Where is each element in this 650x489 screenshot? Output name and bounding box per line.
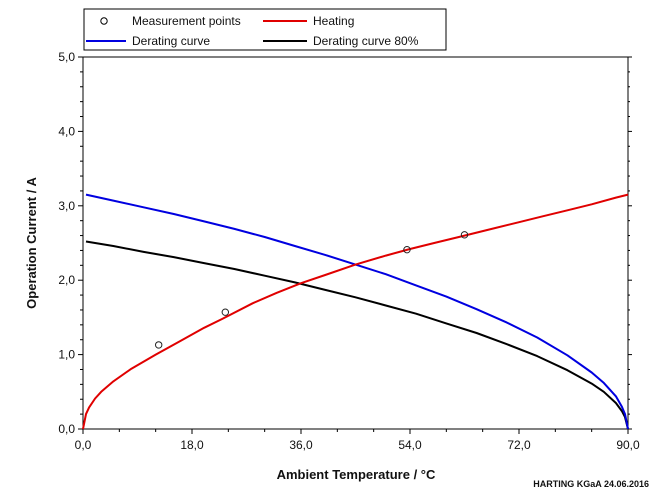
x-tick-label: 36,0	[289, 438, 313, 452]
measurement-point	[460, 231, 469, 239]
legend: Measurement points Heating Derating curv…	[83, 8, 447, 51]
series-line-derating-curve-80	[85, 240, 629, 430]
legend-label-derating-curve-80: Derating curve 80%	[313, 34, 419, 48]
y-tick-label: 0,0	[58, 422, 75, 436]
y-tick-label: 3,0	[58, 199, 75, 213]
measurement-point	[403, 245, 411, 254]
series-layer	[82, 193, 629, 430]
y-tick-label: 5,0	[58, 50, 75, 64]
plot-frame	[82, 56, 629, 430]
y-tick-label: 4,0	[58, 124, 75, 138]
legend-label-heating: Heating	[313, 14, 354, 28]
legend-box	[83, 8, 447, 51]
y-tick-label: 1,0	[58, 348, 75, 362]
x-tick-label: 90,0	[616, 438, 640, 452]
legend-label-derating-curve: Derating curve	[132, 34, 210, 48]
x-tick-label: 54,0	[398, 438, 422, 452]
x-axis-title: Ambient Temperature / °C	[277, 467, 436, 482]
y-axis: 0,0 1,0 2,0 3,0 4,0 5,0	[58, 50, 632, 436]
credit-text: HARTING KGaA 24.06.2016	[533, 479, 649, 489]
x-axis: 0,0 18,0 36,0 54,0 72,0 90,0	[75, 429, 640, 452]
measurement-point	[154, 341, 163, 349]
x-tick-label: 0,0	[75, 438, 92, 452]
legend-marker-measurement-points	[100, 17, 108, 25]
measurement-points-layer	[154, 231, 469, 349]
measurement-point	[221, 308, 230, 316]
series-line-heating	[82, 193, 629, 430]
x-tick-label: 18,0	[180, 438, 204, 452]
x-tick-label: 72,0	[507, 438, 531, 452]
series-line-derating-curve	[85, 193, 629, 430]
y-tick-label: 2,0	[58, 273, 75, 287]
y-axis-title: Operation Current / A	[24, 177, 39, 309]
legend-label-measurement-points: Measurement points	[132, 14, 241, 28]
